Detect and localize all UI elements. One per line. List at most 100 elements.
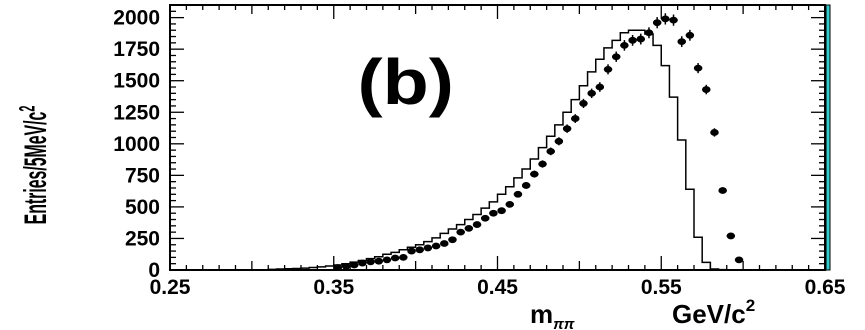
x-tick-label: 0.55 [641, 276, 682, 299]
point-marker [693, 64, 703, 72]
point-marker [595, 83, 605, 91]
data-point [595, 82, 605, 92]
y-tick-label: 250 [125, 227, 160, 250]
point-marker [571, 115, 580, 122]
y-axis-label-text: Entries/5MeV/c [18, 112, 53, 225]
y-tick-label: 1500 [113, 70, 160, 93]
point-marker [448, 236, 457, 244]
data-point [562, 124, 572, 133]
data-point [440, 240, 449, 247]
point-marker [390, 254, 400, 262]
data-point [472, 221, 482, 228]
point-marker [521, 182, 531, 189]
x-axis-label: mππ [530, 299, 575, 330]
data-point [333, 264, 343, 271]
point-marker [710, 129, 719, 136]
data-point [579, 98, 588, 109]
data-point [399, 253, 408, 261]
data-point [628, 34, 637, 46]
data-point [538, 160, 547, 168]
point-marker [350, 261, 359, 269]
point-marker [407, 247, 416, 255]
x-axis-unit-text: GeV/c [672, 299, 746, 329]
y-tick-labels: 0 250 500 750 1000 1250 1500 1750 2000 [113, 7, 160, 282]
data-point [636, 33, 645, 45]
data-point [464, 224, 474, 232]
histogram-group [267, 29, 752, 271]
data-point [521, 182, 531, 189]
data-point [702, 84, 711, 95]
point-marker [415, 246, 424, 254]
histogram-outline [267, 29, 752, 271]
point-marker [734, 256, 744, 264]
point-marker [620, 41, 629, 49]
data-point [677, 36, 686, 47]
data-point [669, 14, 678, 26]
x-tick-label: 0.35 [313, 276, 354, 299]
data-point [481, 214, 490, 222]
y-axis-label: Entries/5MeV/c2 [14, 106, 53, 225]
point-marker [562, 125, 572, 133]
data-point [382, 256, 392, 264]
point-marker [374, 257, 383, 265]
data-point [603, 64, 613, 75]
data-point [415, 246, 424, 254]
data-point [423, 244, 433, 252]
plot-frame-group [169, 4, 831, 271]
data-point [489, 209, 498, 217]
data-point [390, 254, 400, 262]
point-marker [431, 242, 441, 250]
point-marker [481, 214, 490, 222]
point-marker [423, 244, 433, 252]
x-tick-label: 0.45 [477, 276, 518, 299]
data-point [546, 147, 555, 156]
plot-frame [169, 4, 826, 271]
data-point [661, 13, 670, 25]
data-point [448, 236, 457, 244]
data-point [620, 40, 629, 51]
point-marker [464, 224, 474, 232]
data-point [456, 228, 465, 236]
y-tick-label: 2000 [113, 7, 160, 30]
point-marker [702, 86, 711, 93]
y-tick-label: 750 [125, 164, 160, 187]
data-point [497, 207, 506, 215]
x-axis-label-main: m [530, 299, 553, 329]
point-marker [382, 256, 392, 264]
data-point [652, 17, 662, 29]
data-point [374, 257, 383, 265]
point-marker [456, 228, 465, 236]
point-marker [399, 253, 408, 261]
data-point [644, 27, 654, 39]
point-marker [603, 65, 613, 73]
y-tick-label: 1250 [113, 101, 160, 124]
y-tick-label: 1000 [113, 133, 160, 156]
data-point [366, 258, 375, 266]
y-axis-label-sup: 2 [14, 106, 39, 112]
point-marker [366, 258, 375, 266]
data-point [513, 190, 523, 198]
point-marker [546, 147, 555, 155]
point-marker [685, 31, 695, 39]
right-edge-bar [825, 4, 831, 271]
data-point [350, 261, 359, 269]
data-point [685, 29, 695, 41]
y-tick-label: 1750 [113, 38, 160, 61]
data-point [718, 187, 727, 194]
point-marker [513, 190, 523, 198]
data-point [554, 137, 564, 146]
point-marker [636, 35, 645, 43]
point-marker [489, 209, 498, 217]
point-marker [612, 53, 621, 61]
data-point [530, 170, 539, 178]
point-marker [644, 29, 654, 37]
axis-ticks [169, 4, 826, 271]
point-marker [440, 240, 449, 247]
point-marker [497, 207, 506, 215]
point-marker [669, 16, 678, 24]
data-point [358, 259, 367, 267]
data-point [341, 262, 351, 270]
point-marker [726, 232, 736, 240]
data-point [710, 128, 719, 137]
